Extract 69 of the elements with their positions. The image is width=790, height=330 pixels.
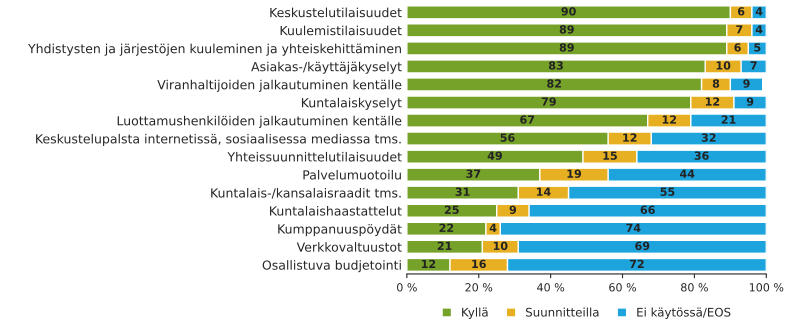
data-label: 10 [716, 61, 730, 70]
legend-label: Kyllä [462, 308, 488, 319]
data-label: 37 [466, 170, 480, 178]
data-label: 9 [743, 79, 750, 88]
data-label: 12 [706, 97, 720, 106]
data-label: 36 [694, 151, 709, 160]
data-label: 83 [548, 61, 563, 70]
data-label: 8 [712, 79, 720, 88]
data-label: 7 [736, 25, 742, 34]
x-tick-label: 20 % [465, 283, 492, 292]
data-label: 9 [746, 97, 754, 106]
legend-label: Ei käytössä/EOS [637, 308, 730, 319]
data-label: 67 [520, 115, 534, 124]
data-label: 32 [702, 133, 716, 142]
y-tick-label: Yhteissuunnittelutilaisuudet [227, 152, 402, 162]
y-tick-label: Kuulemistilaisuudet [280, 26, 402, 36]
data-label: 6 [734, 43, 741, 52]
y-tick-label: Keskustelupalsta internetissä, sosiaalisessa mediassa tms. [36, 134, 401, 146]
data-label: 19 [568, 170, 582, 178]
data-label: 25 [444, 206, 459, 214]
x-tick-label: 40 % [537, 283, 564, 292]
data-label: 56 [500, 133, 515, 142]
data-label: 72 [630, 260, 644, 268]
data-label: 12 [422, 260, 436, 268]
data-label: 79 [542, 97, 556, 106]
data-label: 4 [756, 7, 762, 16]
data-label: 10 [494, 242, 508, 250]
y-tick-label: Kuntalaishaastattelut [270, 206, 402, 216]
data-label: 66 [640, 206, 655, 214]
y-tick-label: Osallistuva budjetointi [262, 260, 401, 272]
data-label: 49 [488, 151, 502, 160]
data-label: 12 [662, 115, 676, 124]
data-label: 55 [660, 188, 674, 196]
y-tick-label: Palvelumuotoilu [303, 170, 401, 180]
data-label: 5 [754, 43, 760, 52]
y-tick-label: Luottamushenkilöiden jalkautuminen kentälle [118, 116, 402, 128]
data-label: 82 [547, 79, 561, 88]
data-label: 90 [561, 7, 576, 16]
data-label: 22 [440, 224, 454, 232]
x-tick-label: 60 % [609, 283, 636, 292]
y-tick-label: Kuntalaiskyselyt [302, 98, 402, 110]
data-label: 14 [536, 188, 551, 196]
data-label: 7 [750, 61, 757, 70]
data-label: 4 [490, 224, 496, 232]
x-tick-label: 80 % [681, 283, 708, 292]
y-tick-label: Kumppanuuspöydät [278, 224, 402, 236]
data-label: 89 [560, 43, 574, 52]
data-label: 9 [510, 206, 516, 214]
data-label: 21 [438, 242, 452, 250]
y-tick-label: Kuntalais-/kansalaisraadit tms. [211, 188, 401, 199]
data-label: 4 [756, 25, 762, 34]
y-tick-label: Asiakas-/käyttäjäkyselyt [251, 62, 402, 74]
data-label: 31 [456, 188, 470, 196]
y-tick-label: Verkkovaltuustot [296, 242, 402, 252]
data-label: 21 [722, 115, 736, 124]
data-label: 6 [738, 7, 744, 16]
data-label: 44 [680, 170, 694, 178]
data-label: 74 [626, 224, 641, 232]
data-label: 12 [623, 133, 636, 142]
x-tick-label: 100 % [750, 283, 784, 292]
data-label: 15 [603, 152, 617, 160]
data-label: 89 [560, 25, 574, 34]
data-label: 69 [635, 242, 650, 250]
y-tick-label: Viranhaltijoiden jalkautuminen kentälle [157, 80, 402, 92]
data-label: 16 [472, 260, 486, 268]
x-tick-label: 0 % [397, 283, 417, 292]
y-tick-label: Keskustelutilaisuudet [270, 8, 402, 18]
legend-label: Suunnitteilla [526, 308, 598, 317]
y-tick-label: Yhdistysten ja järjestöjen kuuleminen ja yhteiskehittäminen [28, 44, 401, 56]
